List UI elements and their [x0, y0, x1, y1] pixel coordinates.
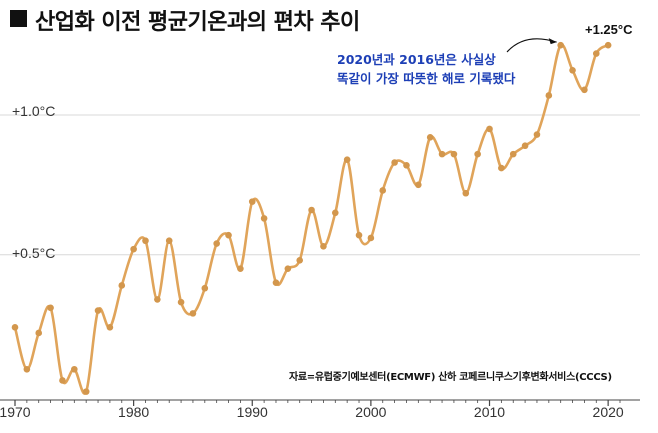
data-points: [11, 41, 612, 395]
data-point-1973: [47, 304, 54, 312]
data-point-1975: [71, 365, 78, 373]
data-point-2003: [403, 161, 410, 169]
data-point-1995: [308, 206, 315, 214]
data-point-2007: [450, 150, 458, 158]
gridlines: [0, 114, 640, 256]
data-point-1990: [248, 198, 256, 205]
data-point-1988: [225, 231, 232, 239]
data-point-1999: [355, 231, 363, 239]
data-point-2016: [557, 41, 564, 49]
data-point-2012: [509, 150, 517, 158]
y-tick-label: +0.5°C: [12, 244, 56, 261]
data-point-2002: [391, 159, 398, 166]
source-note: 자료=유럽중기예보센터(ECMWF) 산하 코페르니쿠스기후변화서비스(CCCS…: [289, 372, 612, 383]
data-point-1974: [59, 377, 66, 384]
data-point-2010: [486, 125, 493, 133]
data-point-2013: [521, 142, 529, 150]
data-point-1987: [213, 240, 220, 247]
data-point-2008: [462, 189, 470, 197]
data-point-1986: [201, 284, 209, 292]
chart-title: 산업화 이전 평균기온과의 편차 추이: [35, 10, 360, 35]
data-point-2011: [498, 164, 505, 172]
data-point-1972: [35, 329, 43, 337]
data-point-1996: [320, 243, 327, 250]
x-tick-label: 2020: [592, 404, 624, 420]
annotation-text: 2020년과 2016년은 사실상 똑같이 가장 따뜻한 해로 기록됐다: [337, 50, 515, 88]
data-point-1997: [331, 209, 339, 217]
data-point-1994: [296, 256, 304, 264]
annotation-line-1: 2020년과 2016년은 사실상: [337, 52, 496, 67]
data-point-2018: [581, 86, 588, 94]
data-point-1989: [237, 265, 244, 272]
data-point-1985: [189, 310, 197, 317]
x-tick-label: 2010: [473, 404, 506, 420]
data-point-1979: [118, 282, 126, 289]
annotation-arrowhead: [548, 38, 557, 45]
data-point-1998: [343, 156, 351, 164]
data-point-1993: [284, 265, 292, 272]
data-point-1981: [142, 237, 149, 245]
temperature-series-line: [13, 43, 609, 395]
x-tick-label: 1980: [118, 404, 150, 420]
data-point-1982: [154, 296, 161, 303]
data-point-2001: [379, 187, 387, 194]
data-point-1978: [106, 324, 114, 331]
x-tick-label: 1970: [0, 404, 31, 420]
data-point-1976: [82, 388, 90, 395]
x-tick-label: 2000: [355, 404, 387, 420]
data-point-1977: [94, 307, 102, 314]
data-point-1991: [260, 215, 268, 222]
data-point-2017: [569, 66, 576, 74]
data-point-1992: [272, 279, 280, 286]
data-point-1984: [177, 298, 185, 306]
peak-value-label: +1.25°C: [585, 22, 633, 37]
title-square-icon: [10, 10, 27, 27]
y-tick-label: +1.0°C: [12, 103, 56, 119]
data-point-1971: [23, 365, 31, 373]
data-point-2006: [438, 150, 446, 158]
data-point-2014: [533, 131, 541, 138]
data-point-2019: [592, 50, 600, 57]
data-point-1980: [130, 245, 137, 253]
data-point-2000: [367, 234, 375, 242]
annotation-line-2: 똑같이 가장 따뜻한 해로 기록됐다: [337, 71, 516, 86]
data-point-1970: [11, 324, 19, 331]
data-point-1983: [165, 237, 173, 245]
data-point-2020: [604, 41, 612, 49]
x-tick-label: 1990: [236, 404, 268, 420]
data-point-2009: [474, 150, 481, 158]
data-point-2015: [545, 92, 553, 99]
data-point-2005: [426, 134, 434, 141]
data-point-2004: [415, 181, 422, 189]
x-axis: [0, 399, 640, 406]
